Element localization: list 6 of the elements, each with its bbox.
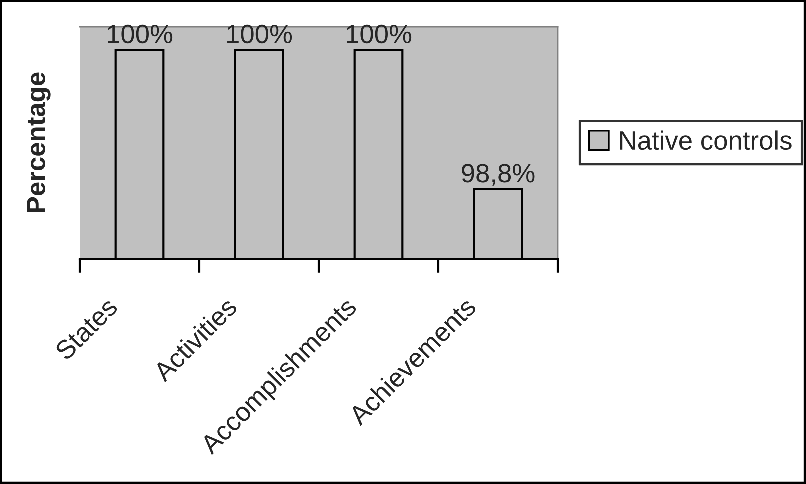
y-axis-title: Percentage	[27, 72, 51, 212]
legend-label: Native controls	[620, 130, 792, 150]
data-label: 100%	[228, 24, 292, 44]
data-label: 98,8%	[462, 164, 535, 186]
data-label: 100%	[108, 24, 173, 44]
data-label: 100%	[347, 24, 412, 44]
